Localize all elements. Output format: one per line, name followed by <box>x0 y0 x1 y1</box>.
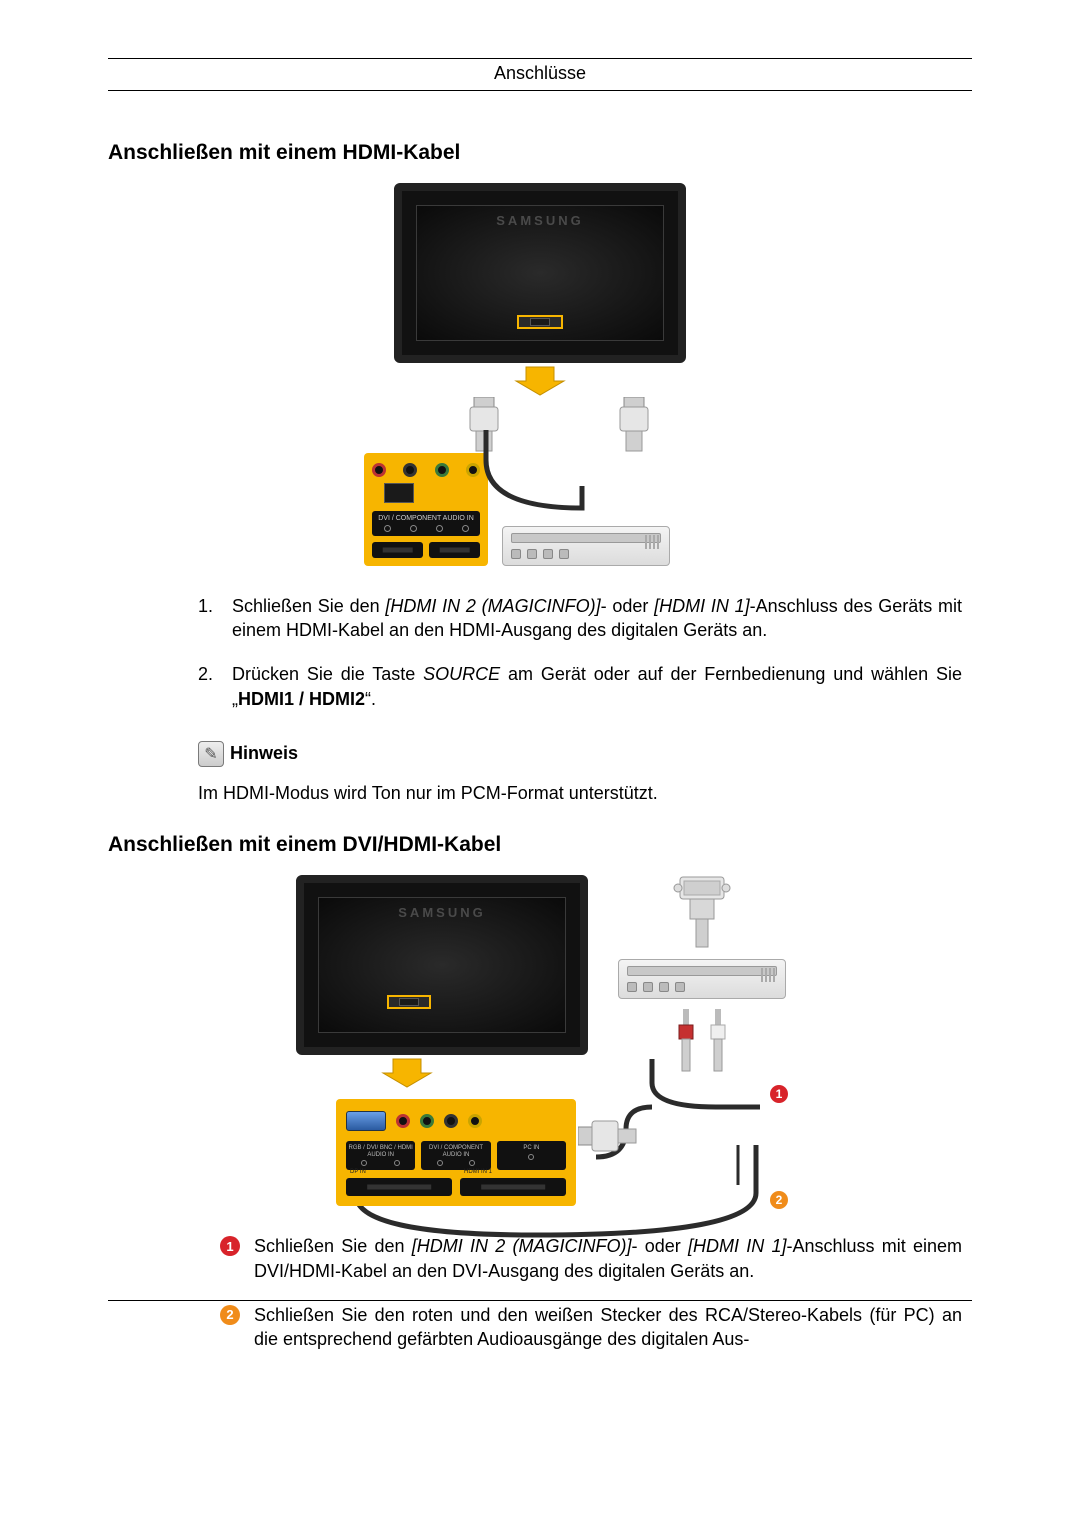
figure-hdmi: SAMSUNG <box>108 183 972 566</box>
hdmi-slot-icon: HDMI IN 1 <box>460 1178 566 1196</box>
rear-io-panel: RGB / DVI/ BNC / HDMI AUDIO IN DVI / COM… <box>336 1099 576 1206</box>
media-player-icon <box>502 526 670 566</box>
bullet-badge-1: 1 <box>220 1236 240 1256</box>
vga-plug-icon <box>346 1111 386 1131</box>
rca-plugs-icon <box>675 1009 729 1073</box>
section1-title: Anschließen mit einem HDMI-Kabel <box>108 141 972 165</box>
footer-rule <box>108 1300 972 1301</box>
hdmi-slot-1-icon <box>372 542 423 558</box>
section2-bullets: 1 Schließen Sie den [HDMI IN 2 (MAGICINF… <box>220 1234 962 1351</box>
hdmi-port-highlight <box>387 995 431 1009</box>
note-label: Hinweis <box>230 743 298 764</box>
step-number: 1. <box>198 594 232 643</box>
audio-jack-red-icon <box>396 1114 410 1128</box>
panel-sublabel: PC IN <box>497 1141 566 1170</box>
audio-jack-icon <box>403 463 417 477</box>
tv-back: SAMSUNG <box>394 183 686 363</box>
section2-title: Anschließen mit einem DVI/HDMI-Kabel <box>108 833 972 857</box>
bullet-text: Schließen Sie den [HDMI IN 2 (MAGICINFO)… <box>254 1234 962 1283</box>
dvi-plug-icon <box>670 875 734 949</box>
media-player-icon <box>618 959 786 999</box>
bullet-text: Schließen Sie den roten und den weißen S… <box>254 1303 962 1352</box>
list-item: 1. Schließen Sie den [HDMI IN 2 (MAGICIN… <box>198 594 962 643</box>
panel-sublabel: RGB / DVI/ BNC / HDMI AUDIO IN <box>346 1141 415 1170</box>
page-header: Anschlüsse <box>108 59 972 90</box>
figure-dvi-hdmi: SAMSUNG <box>108 875 972 1206</box>
dp-slot-icon: DP IN <box>346 1178 452 1196</box>
audio-jack-green-icon <box>435 463 449 477</box>
hdmi-plug-side-icon <box>578 1109 638 1169</box>
list-item: 2. Drücken Sie die Taste SOURCE am Gerät… <box>198 662 962 711</box>
list-item: 1 Schließen Sie den [HDMI IN 2 (MAGICINF… <box>220 1234 962 1283</box>
arrow-down-icon <box>357 1055 457 1089</box>
list-item: 2 Schließen Sie den roten und den weißen… <box>220 1303 962 1352</box>
audio-jack-red-icon <box>372 463 386 477</box>
arrow-down-icon <box>394 363 686 397</box>
note-heading: ✎ Hinweis <box>198 741 972 767</box>
audio-jack-yellow-icon <box>468 1114 482 1128</box>
tv-brand-label: SAMSUNG <box>402 213 678 228</box>
bullet-badge-2: 2 <box>220 1305 240 1325</box>
audio-jack-icon <box>444 1114 458 1128</box>
audio-jack-green-icon <box>420 1114 434 1128</box>
note-icon: ✎ <box>198 741 224 767</box>
tv-brand-label: SAMSUNG <box>304 905 580 920</box>
tv-back: SAMSUNG <box>296 875 588 1055</box>
section1-steps: 1. Schließen Sie den [HDMI IN 2 (MAGICIN… <box>198 594 962 711</box>
step-text: Schließen Sie den [HDMI IN 2 (MAGICINFO)… <box>232 594 962 643</box>
hdmi-port-highlight <box>517 315 563 329</box>
step-number: 2. <box>198 662 232 711</box>
note-body: Im HDMI-Modus wird Ton nur im PCM-Format… <box>198 781 972 805</box>
panel-sublabel: DVI / COMPONENT AUDIO IN <box>421 1141 490 1170</box>
step-text: Drücken Sie die Taste SOURCE am Gerät od… <box>232 662 962 711</box>
hdmi-slot-icon <box>384 483 414 503</box>
